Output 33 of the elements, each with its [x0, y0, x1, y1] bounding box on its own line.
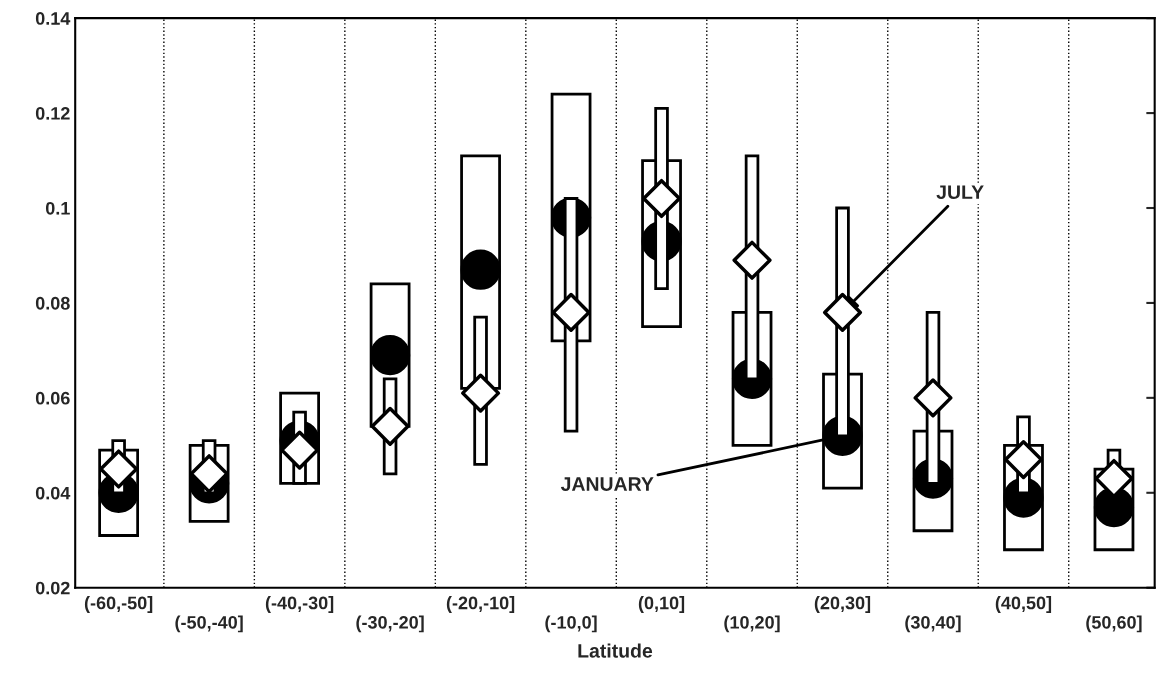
- point: [369, 335, 411, 376]
- point: [370, 406, 410, 446]
- x-tick-label: (20,30]: [814, 596, 871, 613]
- x-axis-title: Latitude: [578, 643, 653, 658]
- x-tick-label: (-40,-30]: [265, 596, 334, 613]
- y-tick-label: 0.04: [35, 486, 71, 500]
- point: [732, 240, 772, 280]
- x-tick-label: (10,20]: [724, 615, 780, 633]
- annotation: JANUARY: [560, 477, 654, 491]
- x-tick-label: (30,40]: [905, 615, 961, 633]
- annotation: JULY: [936, 185, 984, 199]
- x-tick-label: (-20,-10]: [446, 596, 515, 613]
- x-tick-label: (-60,-50]: [84, 596, 153, 613]
- y-tick-label: 0.02: [35, 581, 70, 595]
- point: [1093, 486, 1135, 528]
- x-tick-label: (0,10]: [638, 596, 685, 613]
- y-tick-label: 0.1: [45, 201, 70, 215]
- y-tick-label: 0.14: [35, 12, 71, 25]
- point: [822, 292, 863, 333]
- point: [641, 178, 682, 219]
- x-tick-label: (-30,-20]: [356, 615, 424, 633]
- x-tick-label: (50,60]: [1086, 615, 1142, 633]
- point: [913, 378, 953, 418]
- y-tick-label: 0.06: [35, 391, 70, 405]
- y-tick-label: 0.12: [35, 107, 70, 120]
- point: [1003, 439, 1044, 480]
- x-tick-label: (40,50]: [995, 596, 1052, 613]
- y-tick-label: 0.08: [35, 296, 70, 310]
- x-tick-label: (-10,0]: [545, 615, 597, 633]
- point: [460, 249, 501, 290]
- x-tick-label: (-50,-40]: [175, 615, 243, 633]
- point: [461, 373, 501, 413]
- point: [551, 292, 591, 333]
